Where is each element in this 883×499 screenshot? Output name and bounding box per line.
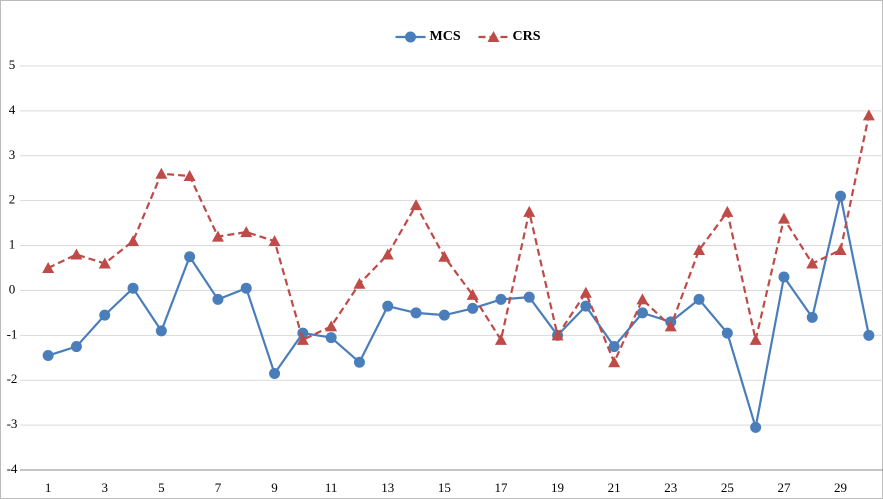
y-tick-label: -1 — [7, 326, 18, 341]
point — [721, 205, 734, 217]
point — [806, 311, 818, 323]
legend-marker — [405, 31, 416, 43]
legend: MCS CRS — [395, 29, 541, 44]
point — [438, 309, 450, 321]
point — [99, 309, 111, 321]
y-tick-label: 5 — [9, 57, 16, 72]
point — [523, 205, 536, 217]
point — [381, 248, 394, 260]
point — [269, 367, 281, 379]
y-tick-label: 1 — [9, 237, 16, 252]
x-tick-label: 5 — [158, 480, 165, 495]
point — [268, 235, 281, 247]
x-tick-label: 27 — [777, 480, 791, 495]
point — [551, 329, 564, 341]
point — [438, 250, 451, 262]
point — [664, 320, 677, 332]
x-tick-label: 25 — [721, 480, 734, 495]
point — [325, 320, 338, 332]
x-tick-label: 17 — [494, 480, 508, 495]
y-tick-label: -4 — [7, 461, 18, 476]
point — [862, 109, 875, 121]
point — [211, 230, 224, 242]
point — [750, 421, 762, 433]
point — [494, 333, 507, 345]
legend-label: MCS — [430, 29, 461, 44]
point — [297, 327, 309, 339]
point — [721, 327, 733, 339]
point — [353, 277, 366, 289]
line — [47, 115, 870, 366]
point — [466, 288, 479, 300]
series — [42, 190, 875, 433]
point — [353, 356, 365, 368]
point — [608, 356, 621, 368]
y-tick-label: 3 — [9, 147, 16, 162]
point — [127, 235, 140, 247]
point — [296, 333, 309, 345]
point — [184, 251, 196, 263]
point — [608, 341, 620, 353]
y-tick-label: -3 — [7, 416, 18, 431]
point — [98, 257, 111, 269]
x-tick-label: 23 — [664, 480, 677, 495]
point — [749, 333, 762, 345]
point — [693, 293, 705, 305]
point — [410, 307, 422, 319]
point — [183, 169, 196, 181]
point — [636, 307, 648, 319]
point — [863, 329, 875, 341]
point — [240, 282, 252, 294]
x-tick-label: 15 — [438, 480, 451, 495]
point — [70, 248, 83, 260]
x-tick-label: 3 — [102, 480, 109, 495]
point — [42, 350, 54, 362]
point — [325, 332, 337, 344]
y-tick-label: 2 — [9, 192, 16, 207]
point — [382, 300, 394, 312]
x-tick-label: 29 — [834, 480, 847, 495]
point — [240, 226, 253, 238]
legend-label: CRS — [513, 29, 541, 44]
y-tick-label: 4 — [9, 102, 16, 117]
point — [636, 293, 649, 305]
point — [410, 199, 423, 211]
point — [155, 325, 167, 337]
point — [155, 167, 168, 179]
point — [579, 286, 592, 298]
point — [467, 302, 479, 314]
point — [777, 212, 790, 224]
x-tick-label: 19 — [551, 480, 564, 495]
point — [42, 262, 55, 273]
point — [580, 300, 592, 312]
series — [42, 109, 875, 368]
point — [835, 190, 847, 202]
point — [212, 293, 224, 305]
y-tick-label: -2 — [7, 371, 18, 386]
point — [127, 282, 139, 294]
x-tick-label: 11 — [325, 480, 338, 495]
x-tick-label: 7 — [215, 480, 222, 495]
line — [47, 195, 870, 428]
y-tick-label: 0 — [9, 281, 16, 296]
x-tick-label: 1 — [45, 480, 52, 495]
legend-marker — [487, 31, 500, 42]
point — [834, 244, 847, 256]
point — [523, 291, 535, 303]
x-tick-label: 13 — [381, 480, 394, 495]
point — [778, 271, 790, 283]
point — [495, 293, 507, 305]
x-tick-label: 9 — [271, 480, 278, 495]
x-tick-label: 21 — [608, 480, 621, 495]
point — [70, 341, 82, 353]
point — [806, 257, 819, 269]
point — [693, 244, 706, 256]
